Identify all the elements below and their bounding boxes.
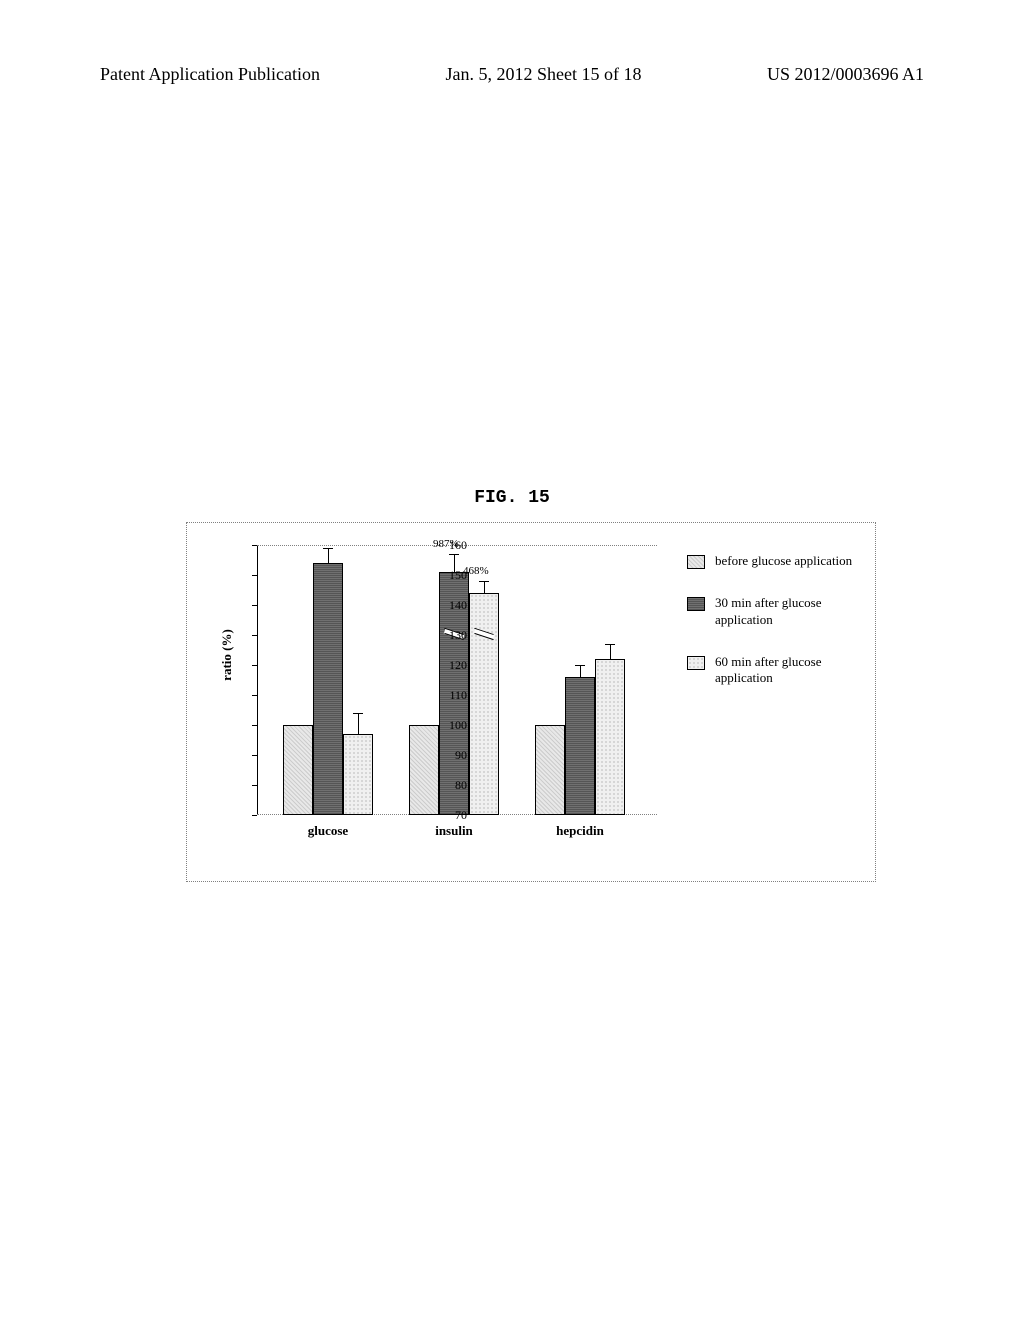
y-tick-label: 150 <box>437 568 467 583</box>
bar-glucose-t60 <box>343 734 373 815</box>
header-right: US 2012/0003696 A1 <box>767 64 924 85</box>
y-tick <box>252 605 257 606</box>
y-axis-line <box>257 545 258 815</box>
error-bar <box>610 644 611 659</box>
error-cap <box>449 554 459 555</box>
legend-item-before: before glucose application <box>687 553 857 569</box>
error-bar <box>358 713 359 734</box>
error-cap <box>575 665 585 666</box>
error-bar <box>580 665 581 677</box>
y-axis-title: ratio (%) <box>219 629 235 681</box>
bar-hepcidin-t60 <box>595 659 625 815</box>
error-cap <box>353 713 363 714</box>
bar-glucose-before <box>283 725 313 815</box>
bar-hepcidin-t30 <box>565 677 595 815</box>
y-tick <box>252 665 257 666</box>
legend-swatch-icon <box>687 597 705 611</box>
error-cap <box>323 548 333 549</box>
y-tick <box>252 815 257 816</box>
y-tick-label: 100 <box>437 718 467 733</box>
y-tick-label: 140 <box>437 598 467 613</box>
error-cap <box>605 644 615 645</box>
y-tick-label: 130 <box>437 628 467 643</box>
x-category-label: insulin <box>409 823 499 839</box>
y-tick-label: 160 <box>437 538 467 553</box>
bar-glucose-t30 <box>313 563 343 815</box>
page-header: Patent Application Publication Jan. 5, 2… <box>0 64 1024 85</box>
y-tick <box>252 695 257 696</box>
figure-title: FIG. 15 <box>0 488 1024 508</box>
header-left: Patent Application Publication <box>100 64 320 85</box>
error-bar <box>484 581 485 593</box>
bar-insulin-before <box>409 725 439 815</box>
y-tick <box>252 635 257 636</box>
error-bar <box>328 548 329 563</box>
legend-item-t30: 30 min after glucose application <box>687 595 857 628</box>
y-tick-label: 80 <box>437 778 467 793</box>
chart-inner: ratio (%) glucose987%468%insulinhepcidin… <box>187 523 875 881</box>
legend-label: 60 min after glucose application <box>715 654 857 687</box>
chart-legend: before glucose application 30 min after … <box>687 553 857 712</box>
y-tick-label: 120 <box>437 658 467 673</box>
legend-label: before glucose application <box>715 553 852 569</box>
y-tick <box>252 725 257 726</box>
legend-swatch-icon <box>687 555 705 569</box>
y-tick-label: 110 <box>437 688 467 703</box>
chart-container: ratio (%) glucose987%468%insulinhepcidin… <box>186 522 876 882</box>
header-center: Jan. 5, 2012 Sheet 15 of 18 <box>445 64 641 85</box>
y-tick <box>252 755 257 756</box>
y-tick-label: 90 <box>437 748 467 763</box>
y-tick <box>252 575 257 576</box>
y-tick <box>252 785 257 786</box>
y-tick-label: 70 <box>437 808 467 823</box>
error-cap <box>479 581 489 582</box>
legend-label: 30 min after glucose application <box>715 595 857 628</box>
legend-swatch-icon <box>687 656 705 670</box>
x-category-label: glucose <box>283 823 373 839</box>
plot-area: glucose987%468%insulinhepcidin <box>257 545 657 815</box>
bar-hepcidin-before <box>535 725 565 815</box>
x-category-label: hepcidin <box>535 823 625 839</box>
legend-item-t60: 60 min after glucose application <box>687 654 857 687</box>
bar-insulin-t60 <box>469 593 499 815</box>
